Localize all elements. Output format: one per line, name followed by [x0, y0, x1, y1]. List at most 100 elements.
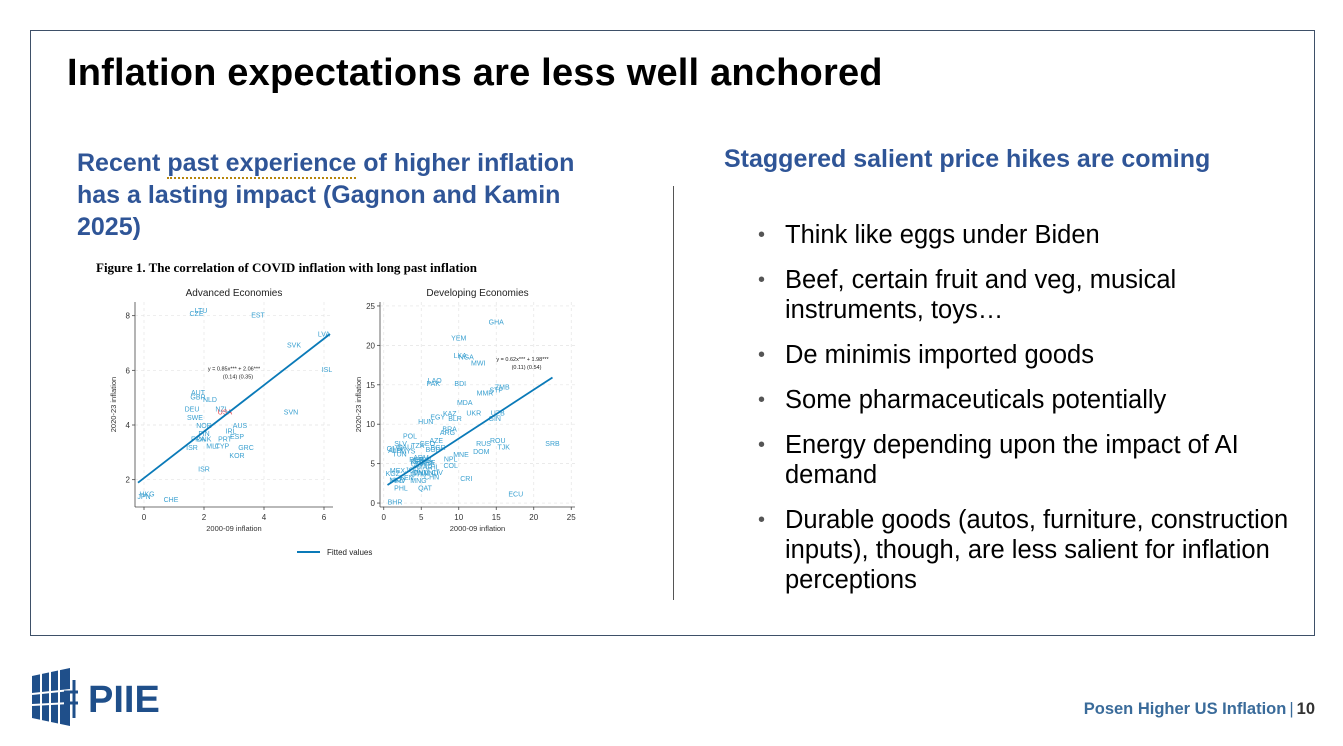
- point-label-deu: DEU: [185, 407, 200, 414]
- point-label-cluster: HRV: [391, 478, 406, 485]
- y-tick-label: 6: [126, 366, 131, 375]
- slide-title: Inflation expectations are less well anc…: [67, 52, 883, 94]
- point-label-che: CHE: [164, 497, 179, 504]
- point-label-cluster: MAR: [417, 465, 433, 472]
- column-divider: [673, 186, 674, 600]
- legend-label: Fitted values: [327, 548, 372, 557]
- point-label-aze: AZE: [429, 438, 443, 445]
- point-label-usa: USA: [218, 409, 233, 416]
- point-label-pak: PAK: [427, 381, 441, 388]
- point-label-lka: LKA: [454, 353, 468, 360]
- point-label-bhr: BHR: [388, 499, 403, 506]
- fitted-line: [387, 376, 553, 486]
- x-tick-label: 15: [492, 513, 501, 522]
- point-label-svk: SVK: [287, 342, 301, 349]
- bullet-item: • Energy depending upon the impact of AI …: [758, 430, 1298, 490]
- point-label-cluster: ARM: [413, 455, 429, 462]
- point-label-irl: IRL: [226, 428, 237, 435]
- point-label-lva: LVA: [318, 331, 331, 338]
- x-tick-label: 6: [322, 513, 327, 522]
- x-tick-label: 10: [454, 513, 463, 522]
- y-tick-label: 4: [126, 421, 131, 430]
- regression-se: (0.14) (0.35): [223, 374, 253, 380]
- chart-title: Developing Economies: [426, 288, 528, 299]
- footer-separator: |: [1289, 700, 1294, 718]
- point-label-lao: LAO: [428, 378, 443, 385]
- point-label-jpn: JPN: [137, 494, 150, 501]
- point-label-svn: SVN: [284, 409, 298, 416]
- point-label-dom: DOM: [473, 449, 490, 456]
- figure-caption: Figure 1. The correlation of COVID infla…: [96, 260, 477, 275]
- x-axis-label: 2000-09 inflation: [206, 524, 261, 533]
- right-heading: Staggered salient price hikes are coming: [724, 145, 1211, 173]
- bullet-item: • Think like eggs under Biden: [758, 220, 1298, 250]
- piie-building-icon: PIIE: [31, 668, 160, 726]
- point-label-cluster: KWT: [412, 471, 428, 478]
- point-label-cluster: MKD: [389, 477, 405, 484]
- point-label-gha: GHA: [489, 320, 505, 327]
- point-label-mlt: MLT: [206, 444, 220, 451]
- point-label-mda: MDA: [457, 400, 473, 407]
- fitted-line: [137, 333, 331, 484]
- regression-equation: y = 0.62x*** + 1.98***: [496, 357, 549, 363]
- point-label-cluster: OMN: [387, 446, 403, 453]
- point-label-blr: BLR: [448, 416, 462, 423]
- point-label-cluster: SAU: [398, 445, 412, 452]
- point-label-cri: CRI: [460, 476, 472, 483]
- point-label-hun: HUN: [418, 419, 433, 426]
- point-label-aus: AUS: [233, 423, 248, 430]
- x-axis-label: 2000-09 inflation: [450, 524, 505, 533]
- point-label-grc: GRC: [238, 445, 254, 452]
- regression-se: (0.11) (0.54): [512, 365, 542, 371]
- point-label-ecu: ECU: [508, 492, 523, 499]
- point-label-mne: MNE: [453, 452, 469, 459]
- y-tick-label: 20: [366, 341, 375, 350]
- point-label-mwi: MWI: [471, 361, 485, 368]
- point-label-cluster: KEN: [410, 459, 424, 466]
- point-label-cluster: PHL: [394, 485, 408, 492]
- slide-frame: [30, 30, 1315, 636]
- point-label-rou: ROU: [490, 438, 506, 445]
- point-label-cluster: CHN: [424, 474, 439, 481]
- point-label-cyp: CYP: [215, 444, 230, 451]
- point-label-cluster: MNG: [410, 478, 426, 485]
- bullet-icon: •: [758, 389, 766, 411]
- left-heading-pre: Recent: [77, 149, 168, 177]
- point-label-cluster: CHL: [426, 464, 440, 471]
- bullet-text: Some pharmaceuticals potentially: [785, 386, 1167, 414]
- point-label-cluster: GTM: [410, 471, 426, 478]
- x-tick-label: 0: [142, 513, 147, 522]
- point-label-dnk: DNK: [197, 437, 212, 444]
- point-label-rus: RUS: [476, 441, 491, 448]
- y-tick-label: 5: [371, 460, 376, 469]
- point-label-geo: GEO: [419, 441, 435, 448]
- y-tick-label: 10: [366, 420, 375, 429]
- chart-title: Advanced Economies: [186, 288, 283, 299]
- footer: Posen Higher US Inflation | 10: [1084, 700, 1315, 719]
- point-label-nld: NLD: [203, 397, 217, 404]
- point-label-cluster: MEX: [390, 468, 406, 475]
- point-label-isr2: ISR: [198, 467, 210, 474]
- logo-text: PIIE: [88, 679, 160, 721]
- point-label-cluster: TUN: [392, 452, 406, 459]
- point-label-cluster: PER: [409, 457, 423, 464]
- point-label-cluster: IND: [427, 470, 439, 477]
- point-label-srb: SRB: [545, 441, 560, 448]
- point-label-cluster: BRA: [442, 427, 457, 434]
- point-label-arg: ARG: [440, 430, 455, 437]
- point-label-cluster: BGD: [426, 447, 441, 454]
- point-label-cluster: VNM: [414, 470, 430, 477]
- footer-title: Posen Higher US Inflation: [1083, 700, 1287, 718]
- x-tick-label: 5: [419, 513, 424, 522]
- bullet-text: Beef, certain fruit and veg, musical ins…: [785, 266, 1177, 324]
- regression-equation: y = 0.85x*** + 2.06***: [208, 366, 261, 372]
- point-label-tjk: TJK: [498, 444, 511, 451]
- x-tick-label: 2: [202, 513, 207, 522]
- left-heading: Recent past experience of higher inflati…: [77, 147, 617, 243]
- point-label-nzl: NZL: [215, 407, 228, 414]
- bullet-item: • De minimis imported goods: [758, 340, 1298, 370]
- y-tick-label: 0: [371, 499, 376, 508]
- x-tick-label: 4: [262, 513, 267, 522]
- bullet-item: • Beef, certain fruit and veg, musical in…: [758, 265, 1298, 325]
- point-label-stp: STP: [489, 388, 503, 395]
